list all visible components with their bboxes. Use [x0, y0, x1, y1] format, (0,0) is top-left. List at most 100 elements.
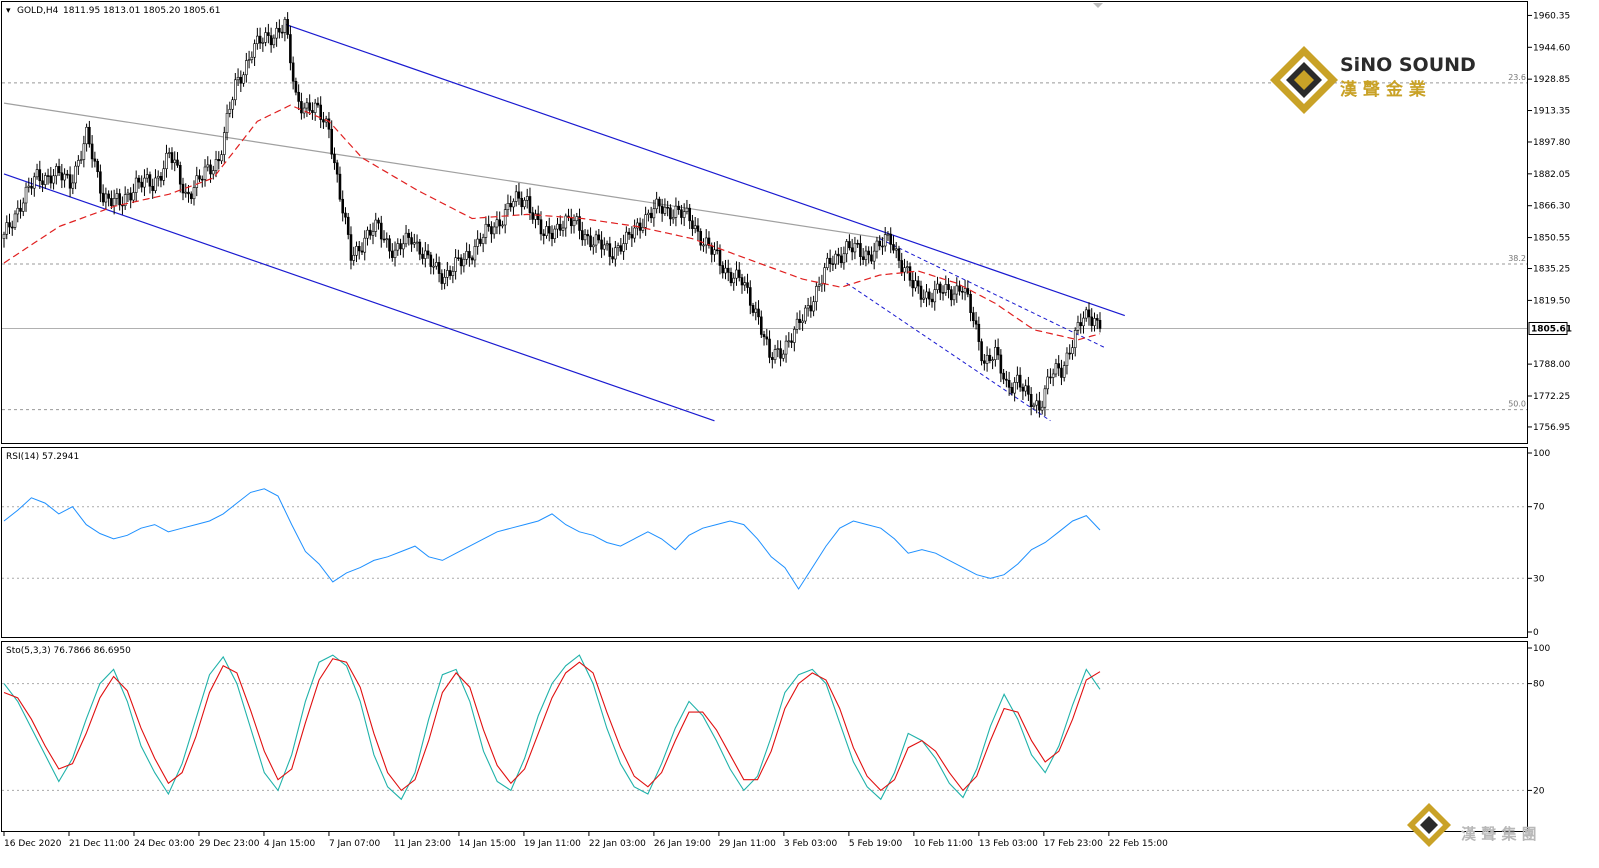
candle-body	[71, 182, 75, 189]
candle-body	[57, 166, 61, 174]
candle-body	[451, 271, 455, 276]
candle-body	[322, 119, 325, 123]
candle-body	[746, 282, 749, 288]
candle-body	[713, 249, 716, 255]
candle-body	[429, 254, 433, 267]
price-tick-label: 1835.25	[1533, 265, 1570, 275]
inner-channel-upper-line	[879, 238, 1106, 349]
candle-body	[837, 253, 840, 257]
candle-body	[1010, 387, 1014, 394]
candle-body	[776, 348, 780, 350]
current-price-label: 1805.61	[1531, 324, 1572, 334]
candle-body	[944, 284, 948, 293]
candle-body	[580, 230, 584, 241]
candle-body	[457, 257, 460, 260]
candle-body	[272, 37, 276, 46]
candle-body	[99, 171, 102, 194]
candle-body	[498, 219, 501, 227]
candle-body	[575, 216, 579, 222]
candle-body	[220, 154, 223, 162]
candle-body	[198, 175, 201, 180]
candle-body	[1046, 376, 1049, 390]
candle-body	[126, 192, 130, 195]
candle-body	[608, 243, 612, 257]
stoch-signal-line	[3, 658, 1101, 792]
candle-body	[280, 31, 284, 34]
candle-body	[878, 240, 881, 247]
candle-body	[809, 305, 813, 312]
candle-body	[726, 267, 730, 273]
candle-body	[534, 213, 537, 220]
current-price-badge	[1528, 321, 1568, 335]
time-tick-label: 22 Feb 15:00	[1109, 839, 1168, 849]
candle-body	[24, 186, 28, 204]
candle-body	[79, 159, 83, 161]
time-tick-label: 17 Feb 23:00	[1044, 839, 1103, 849]
candle-body	[793, 328, 796, 343]
candle-body	[547, 226, 551, 234]
candle-body	[520, 197, 524, 208]
time-tick-label: 5 Feb 19:00	[849, 839, 903, 849]
collapse-icon[interactable]: ▾	[6, 6, 11, 16]
candle-body	[704, 237, 708, 246]
candle-body	[415, 241, 419, 244]
candle-body	[969, 293, 972, 313]
candle-body	[68, 174, 72, 189]
candle-body	[159, 175, 163, 181]
level-lines: 23.6 38.2 50.0	[2, 73, 1527, 411]
candle-body	[922, 297, 926, 300]
candle-body	[468, 251, 471, 259]
candle-body	[66, 173, 69, 176]
candle-body	[801, 320, 804, 323]
candle-body	[603, 244, 606, 250]
candle-body	[264, 32, 267, 43]
candle-body	[335, 162, 339, 175]
candle-body	[495, 219, 499, 228]
candle-body	[894, 248, 898, 251]
candle-body	[459, 257, 463, 267]
candle-body	[236, 76, 240, 81]
candle-body	[330, 128, 333, 155]
candle-body	[655, 198, 658, 210]
candle-body	[377, 219, 380, 224]
watermark-cn: 漢 聲 集 團	[1461, 825, 1537, 843]
candle-body	[374, 219, 378, 232]
candle-body	[371, 231, 375, 236]
candle-body	[881, 245, 884, 248]
rsi-tick-label: 30	[1533, 574, 1545, 584]
candle-body	[762, 334, 766, 338]
candle-body	[88, 126, 91, 145]
time-tick-label: 22 Jan 03:00	[589, 839, 646, 849]
scroll-marker-icon[interactable]	[1093, 3, 1103, 8]
candle-body	[1090, 316, 1094, 326]
candle-body	[804, 307, 807, 322]
candle-body	[649, 212, 653, 219]
candle-body	[1035, 400, 1038, 406]
candle-body	[864, 250, 868, 260]
candle-body	[112, 198, 116, 206]
candle-body	[787, 340, 791, 343]
candle-body	[611, 256, 614, 260]
candle-body	[90, 143, 94, 160]
rsi-panel-frame	[1, 447, 1528, 638]
candle-body	[806, 305, 810, 309]
candle-body	[203, 166, 207, 180]
candle-body	[839, 255, 843, 264]
candle-body	[289, 34, 292, 64]
candle-body	[702, 244, 705, 247]
candle-body	[170, 152, 174, 164]
candle-body	[46, 175, 50, 177]
candle-body	[988, 354, 992, 361]
price-tick-label: 1882.05	[1533, 170, 1570, 180]
candle-body	[525, 196, 529, 201]
price-tick-label: 1850.55	[1533, 234, 1570, 244]
candle-body	[536, 213, 540, 220]
candle-body	[426, 250, 430, 256]
candle-body	[919, 285, 923, 300]
candle-body	[1024, 385, 1027, 392]
candle-body	[958, 285, 961, 292]
candle-body	[1054, 363, 1058, 375]
watermark-logo: 漢 聲 集 團	[1407, 803, 1537, 847]
candle-body	[8, 222, 11, 228]
